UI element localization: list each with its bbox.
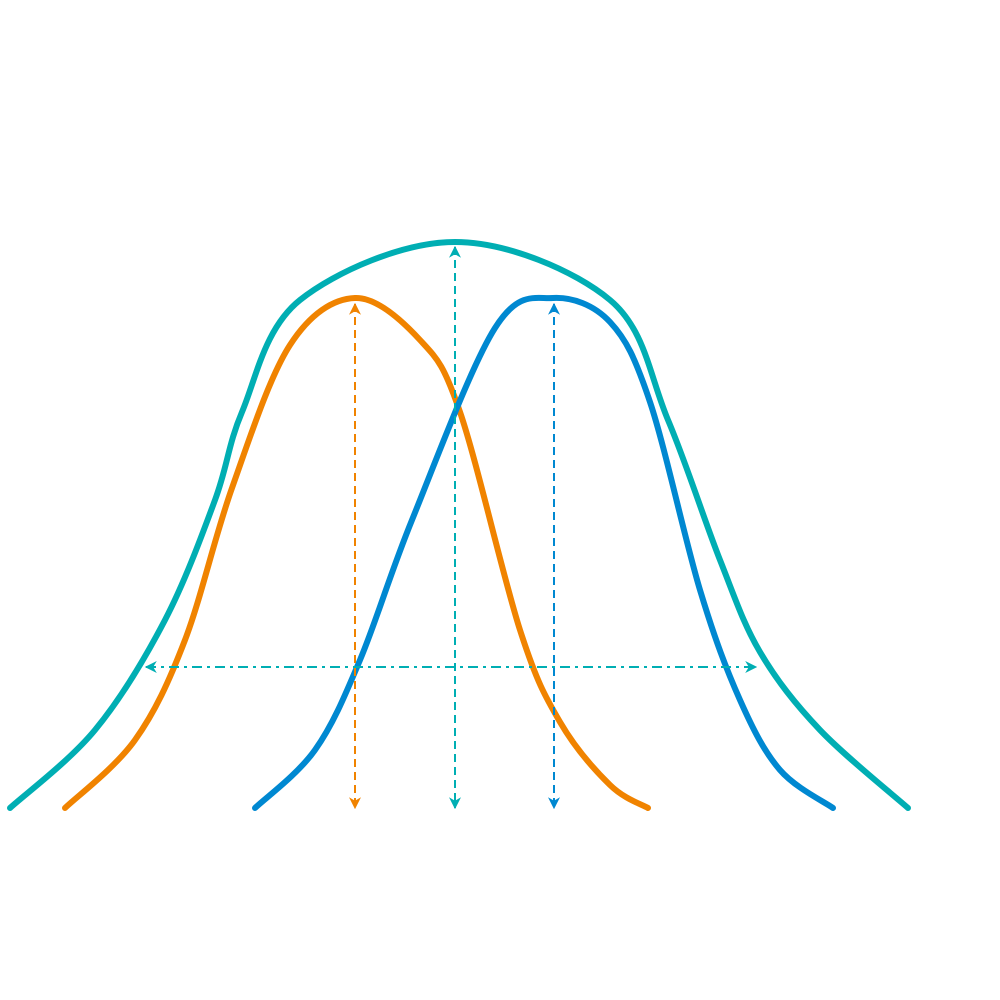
right-bell-curve (252, 294, 836, 811)
wide-bell-curve (7, 238, 911, 811)
left-bell-curve (62, 294, 651, 811)
